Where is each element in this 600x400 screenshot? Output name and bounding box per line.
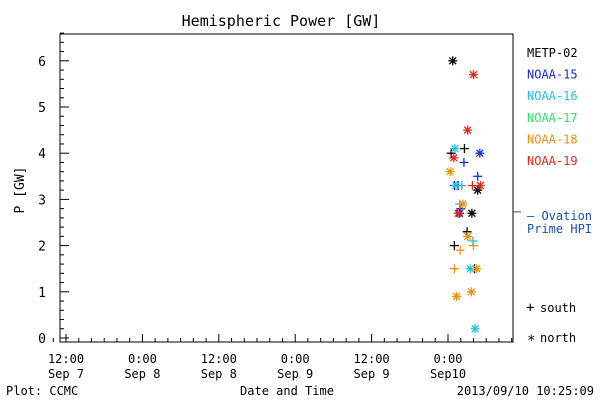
x-tick-label-date: Sep 7: [48, 367, 84, 381]
x-tick-label-date: Sep 9: [354, 367, 390, 381]
south-point-noaa-15: [473, 171, 483, 181]
north-point-noaa-18: [445, 167, 455, 177]
x-tick-label-time: 12:00: [48, 352, 84, 366]
marker-legend: + south * north: [526, 300, 576, 349]
y-tick-label: 1: [38, 286, 46, 301]
south-point-noaa-19: [467, 181, 477, 191]
north-point-noaa-16: [470, 324, 480, 334]
y-tick-label: 2: [38, 240, 46, 255]
legend-entry-noaa-15: NOAA-15: [527, 68, 578, 82]
north-point-metp-02: [467, 208, 477, 218]
south-point-metp-02: [449, 241, 459, 251]
north-point-metp-02: [448, 56, 458, 66]
x-tick-label-date: Sep 8: [201, 367, 237, 381]
x-tick-label-time: 12:00: [354, 352, 390, 366]
y-tick-label: 5: [38, 101, 46, 116]
data-points: [445, 56, 485, 334]
y-tick-label: 3: [38, 193, 46, 208]
south-point-noaa-18: [468, 241, 478, 251]
x-tick-label-time: 0:00: [434, 352, 463, 366]
y-tick-label: 0: [38, 332, 46, 347]
south-point-noaa-16: [457, 181, 467, 191]
south-point-metp-02: [446, 148, 456, 158]
y-axis: 0 1 2 3 4 5 6: [38, 32, 69, 347]
north-point-noaa-15: [475, 148, 485, 158]
north-point-noaa-19: [468, 70, 478, 80]
south-marker-symbol: +: [526, 300, 534, 316]
north-point-noaa-18: [451, 291, 461, 301]
legend-entry-noaa-18: NOAA-18: [527, 132, 578, 146]
x-tick-label-time: 0:00: [128, 352, 157, 366]
legend-entry-noaa-17: NOAA-17: [527, 111, 578, 125]
north-point-noaa-18: [472, 264, 482, 274]
north-point-noaa-19: [475, 181, 485, 191]
north-point-noaa-19: [449, 153, 459, 163]
north-point-noaa-18: [466, 287, 476, 297]
north-point-noaa-18: [463, 231, 473, 241]
ovation-label-line2: Prime HPI: [527, 222, 592, 236]
y-axis-label: P [GW]: [13, 167, 28, 214]
south-point-noaa-18: [455, 245, 465, 255]
north-marker-label: north: [540, 331, 576, 345]
x-tick-label-time: 12:00: [201, 352, 237, 366]
y-tick-label: 6: [38, 55, 46, 70]
north-point-noaa-19: [463, 125, 473, 135]
x-tick-label-date: Sep10: [430, 367, 466, 381]
ovation-marker: — Ovation Prime HPI: [513, 209, 592, 236]
x-tick-label-date: Sep 8: [124, 367, 160, 381]
y-tick-label: 4: [38, 147, 46, 162]
footer-timestamp: 2013/09/10 10:25:09: [457, 384, 594, 398]
legend-entry-metp-02: METP-02: [527, 46, 578, 60]
north-point-noaa-18: [458, 199, 468, 209]
north-point-noaa-16: [450, 144, 460, 154]
ovation-label-line1: — Ovation: [527, 209, 592, 223]
north-marker-symbol: *: [527, 333, 535, 349]
south-point-metp-02: [459, 144, 469, 154]
footer-plot-credit: Plot: CCMC: [6, 384, 78, 398]
plot-frame: [59, 33, 514, 343]
south-marker-label: south: [540, 301, 576, 315]
legend: METP-02 NOAA-15 NOAA-16 NOAA-17 NOAA-18 NOAA-…: [527, 46, 578, 168]
south-point-noaa-15: [459, 157, 469, 167]
chart-title: Hemispheric Power [GW]: [182, 12, 381, 30]
x-tick-label-time: 0:00: [281, 352, 310, 366]
south-point-noaa-18: [449, 264, 459, 274]
x-tick-label-date: Sep 9: [277, 367, 313, 381]
legend-entry-noaa-16: NOAA-16: [527, 89, 578, 103]
north-point-noaa-19: [453, 208, 463, 218]
legend-entry-noaa-19: NOAA-19: [527, 154, 578, 168]
x-axis-label: Date and Time: [240, 384, 334, 398]
